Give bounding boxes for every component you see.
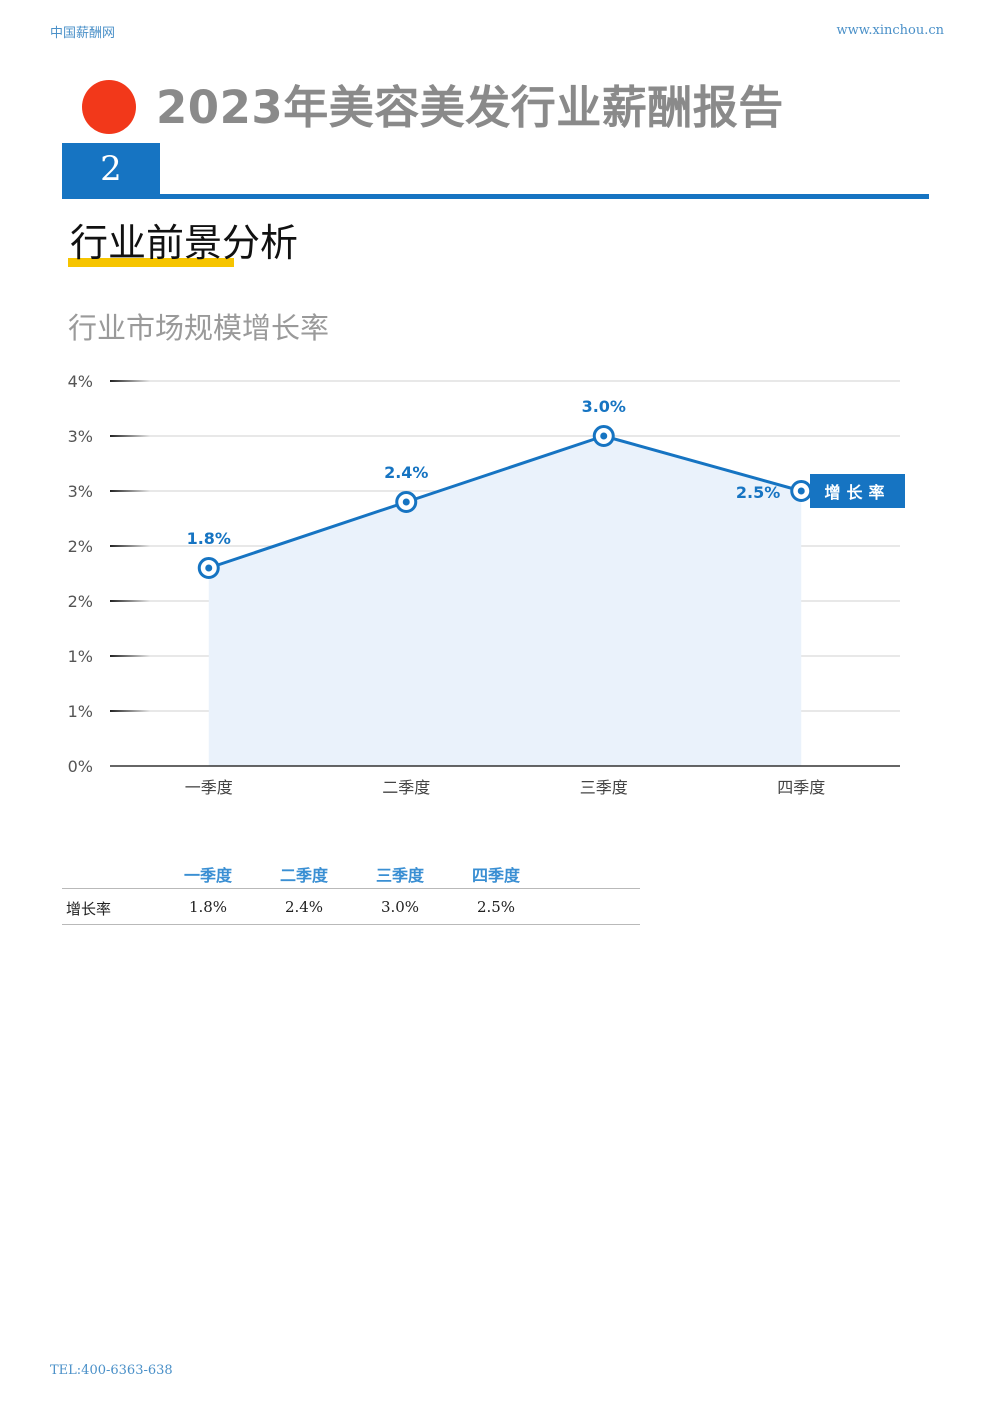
x-tick-label-1: 二季度 — [382, 778, 430, 797]
table-col-q2: 二季度 — [279, 866, 329, 885]
data-point-3 — [790, 480, 813, 502]
growth-rate-chart: 0% 1% 1% 2% 2% 3% 3% 4% 一季度 二季度 三季度 四季度 1.8% 2.4% 3.0%… — [68, 372, 900, 797]
table-cell-q3: 3.0% — [380, 898, 420, 916]
table-col-q4: 四季度 — [471, 866, 521, 885]
y-tick-mark-4 — [110, 545, 150, 547]
data-table: 一季度 二季度 三季度 四季度 增长率 1.8% 2.4% 3.0% 2.5% — [62, 856, 640, 925]
table-cell-q1: 1.8% — [188, 898, 228, 916]
data-label-0: 1.8% — [187, 529, 231, 548]
table-header-row: 一季度 二季度 三季度 四季度 — [62, 856, 640, 889]
title-dot-icon — [82, 80, 136, 134]
chart-title: 行业市场规模增长率 — [68, 311, 330, 345]
data-label-1: 2.4% — [384, 463, 428, 482]
site-url[interactable]: www.xinchou.cn — [836, 23, 944, 38]
data-point-1 — [395, 491, 418, 513]
table-col-q1: 一季度 — [183, 866, 233, 885]
x-tick-label-3: 四季度 — [777, 778, 825, 797]
data-label-3: 2.5% — [736, 483, 780, 502]
section-number: 2 — [62, 143, 160, 195]
section-rule — [62, 194, 929, 199]
data-point-2 — [592, 425, 615, 447]
heading-underline — [68, 258, 234, 267]
y-tick-label-4: 2% — [68, 537, 93, 556]
y-tick-label-6: 3% — [68, 427, 93, 446]
legend-series-label: 增长率 — [810, 474, 905, 508]
y-tick-label-2: 1% — [68, 647, 93, 666]
y-tick-mark-6 — [110, 435, 150, 437]
report-title: 2023年美容美发行业薪酬报告 — [156, 81, 784, 134]
y-tick-label-1: 1% — [68, 702, 93, 721]
y-tick-label-0: 0% — [68, 757, 93, 776]
table-row: 增长率 1.8% 2.4% 3.0% 2.5% — [62, 889, 640, 925]
data-label-2: 3.0% — [582, 397, 626, 416]
footer-tel: TEL:400-6363-638 — [50, 1363, 173, 1378]
y-tick-label-7: 4% — [68, 372, 93, 391]
series-area-fill — [208, 436, 802, 766]
table-cell-q2: 2.4% — [284, 898, 324, 916]
data-point-0 — [197, 557, 220, 579]
y-tick-mark-5 — [110, 490, 150, 492]
table-cell-q4: 2.5% — [476, 898, 516, 916]
y-tick-label-3: 2% — [68, 592, 93, 611]
table-col-q3: 三季度 — [375, 866, 425, 885]
y-tick-mark-3 — [110, 600, 150, 602]
y-tick-mark-1 — [110, 710, 150, 712]
section-heading: 行业前景分析 — [70, 221, 299, 265]
y-tick-mark-7 — [110, 380, 150, 382]
y-tick-label-5: 3% — [68, 482, 93, 501]
y-tick-mark-2 — [110, 655, 150, 657]
site-name: 中国薪酬网 — [50, 26, 116, 41]
x-tick-label-2: 三季度 — [580, 778, 628, 797]
x-tick-label-0: 一季度 — [185, 778, 233, 797]
series-line — [208, 434, 802, 570]
table-row-label: 增长率 — [66, 900, 112, 918]
